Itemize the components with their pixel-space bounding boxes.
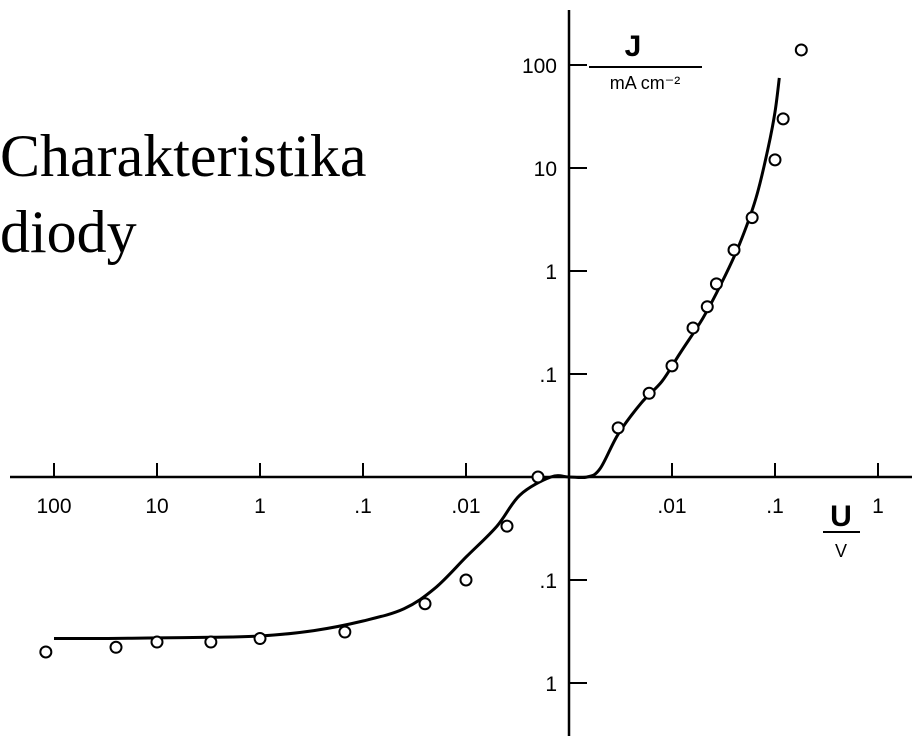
- y-tick-label: 1: [545, 261, 557, 284]
- slide-title-line-1: Charakteristika: [0, 123, 367, 189]
- y-axis-symbol: J: [625, 30, 642, 63]
- data-point: [500, 519, 514, 533]
- data-point: [459, 573, 473, 587]
- chart-ticks: 100 10 1 .1 .01 .01 .1 1 100 10 1 .1 .1 1: [36, 55, 883, 696]
- data-point: [709, 277, 723, 291]
- x-tick-label: 1: [254, 495, 266, 518]
- y-tick-label: .1: [539, 570, 557, 593]
- data-point: [727, 243, 741, 257]
- x-tick-label: .01: [657, 495, 686, 518]
- y-axis-unit: mA cm⁻²: [610, 73, 681, 93]
- data-point: [745, 211, 759, 225]
- y-axis-title: J mA cm⁻²: [589, 30, 702, 93]
- x-axis-unit: V: [835, 541, 847, 561]
- y-tick-label: 10: [534, 158, 557, 181]
- fit-curve: [53, 77, 781, 641]
- data-point: [611, 421, 625, 435]
- x-tick-label: 10: [145, 495, 168, 518]
- data-point: [665, 359, 679, 373]
- data-point: [338, 625, 352, 639]
- x-tick-label: 1: [872, 495, 884, 518]
- data-points-group: [39, 43, 808, 659]
- y-tick-label: 100: [522, 55, 557, 78]
- x-axis-title: U V: [823, 500, 860, 561]
- x-axis-symbol: U: [830, 500, 852, 533]
- data-point: [686, 321, 700, 335]
- data-point: [776, 112, 790, 126]
- data-point: [204, 635, 218, 649]
- slide-title: Charakteristika diody: [0, 118, 440, 270]
- fit-curve-group: [53, 77, 781, 641]
- data-point: [531, 470, 545, 484]
- x-tick-label: .1: [354, 495, 372, 518]
- x-tick-label: .1: [766, 495, 784, 518]
- data-point: [700, 300, 714, 314]
- data-point: [39, 645, 53, 659]
- data-point: [150, 635, 164, 649]
- data-point: [418, 597, 432, 611]
- data-point: [794, 43, 808, 57]
- data-point: [768, 153, 782, 167]
- x-tick-label: 100: [36, 495, 71, 518]
- y-tick-label: .1: [539, 364, 557, 387]
- data-point: [253, 632, 267, 646]
- y-tick-label: 1: [545, 673, 557, 696]
- x-tick-label: .01: [451, 495, 480, 518]
- slide-title-line-2: diody: [0, 199, 137, 265]
- data-point: [109, 640, 123, 654]
- data-point: [642, 386, 656, 400]
